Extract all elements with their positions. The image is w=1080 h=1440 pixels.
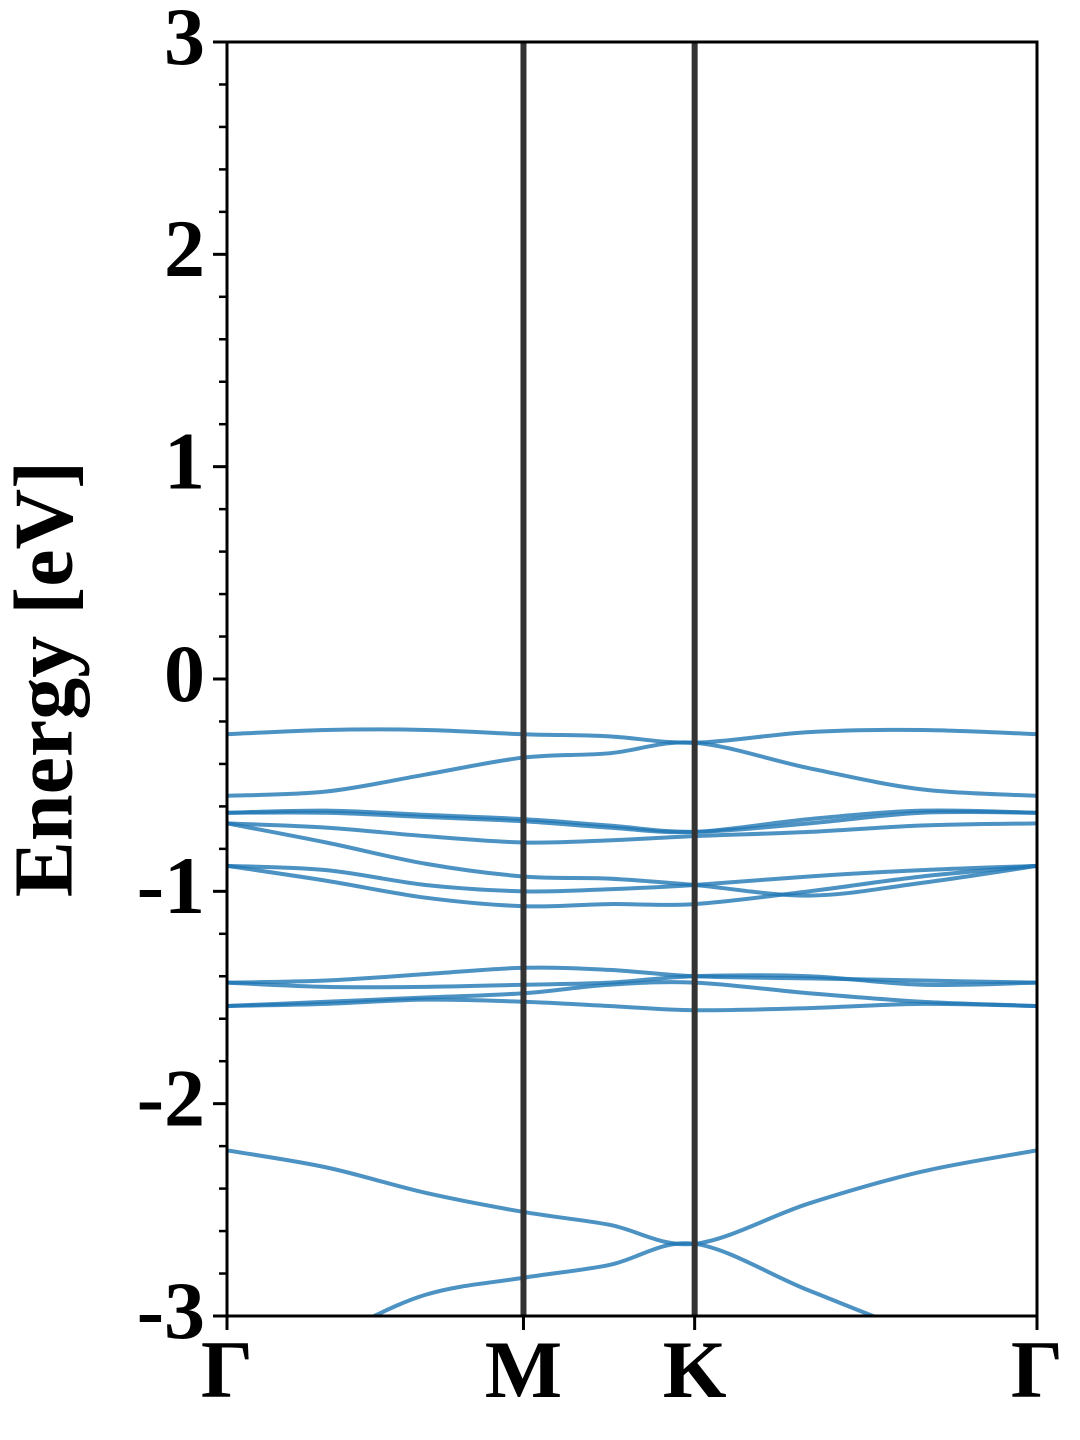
x-tick-label: M xyxy=(485,1324,562,1415)
band-line xyxy=(227,808,1037,834)
axes-frame xyxy=(225,40,1039,1318)
x-tick-label: K xyxy=(663,1324,727,1415)
band-line xyxy=(227,863,1037,894)
y-tick-label: 0 xyxy=(164,628,205,719)
band-line xyxy=(227,980,1037,1008)
x-tick-label: Γ xyxy=(1011,1324,1063,1415)
y-tick-label: -1 xyxy=(137,840,205,931)
y-tick-label: -3 xyxy=(137,1265,205,1356)
y-tick-label: 1 xyxy=(164,415,205,506)
x-tick-label: Γ xyxy=(201,1324,253,1415)
plot-area xyxy=(227,727,1037,1316)
band-line xyxy=(227,808,1037,835)
band-line xyxy=(369,1241,879,1316)
y-tick-label: -2 xyxy=(137,1052,205,1143)
band-line xyxy=(227,973,1037,990)
band-line xyxy=(227,727,1037,745)
band-line xyxy=(227,965,1037,985)
y-tick-label: 3 xyxy=(164,0,205,82)
band-line xyxy=(227,1148,1037,1247)
band-line xyxy=(227,740,1037,798)
band-line xyxy=(227,821,1037,898)
y-tick-label: 2 xyxy=(164,203,205,294)
band-line xyxy=(227,863,1037,909)
y-axis-label: Energy [eV] xyxy=(0,461,90,897)
band-line xyxy=(227,821,1037,845)
band-line xyxy=(227,997,1037,1013)
